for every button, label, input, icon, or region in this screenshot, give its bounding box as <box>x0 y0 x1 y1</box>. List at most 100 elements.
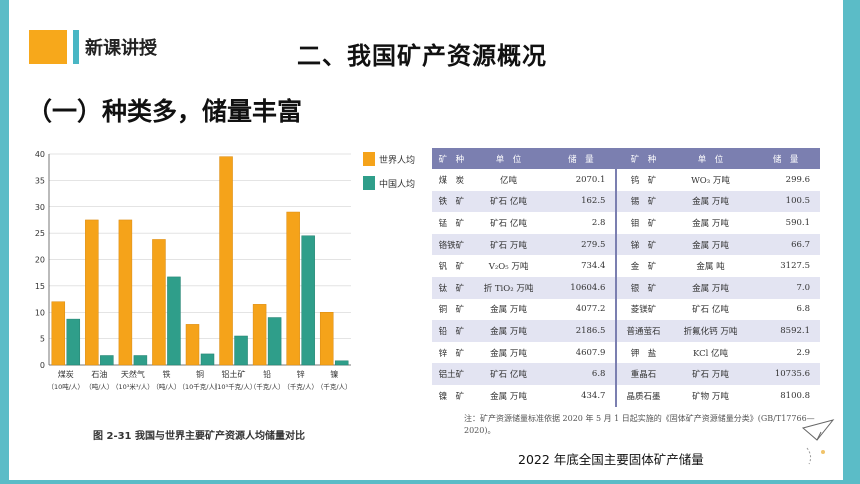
table-cell: WO₃ 万吨 <box>669 169 752 191</box>
table-cell: 2.9 <box>751 341 820 364</box>
world-bar <box>152 239 166 366</box>
col-header: 储 量 <box>751 148 820 169</box>
y-tick-label: 15 <box>35 282 45 291</box>
legend-world-swatch <box>363 152 375 166</box>
table-cell: 8592.1 <box>751 320 820 342</box>
table-cell: 晶质石墨 <box>615 384 670 407</box>
table-cell: 矿物 万吨 <box>669 384 752 407</box>
table-row: 钒 矿 V₂O₅ 万吨 734.4 金 矿金属 吨 3127.5 <box>432 255 820 277</box>
x-category-label: 铁 <box>162 369 170 379</box>
figure-caption: 图 2-31 我国与世界主要矿产资源人均储量对比 <box>93 431 305 442</box>
table-cell: V₂O₅ 万吨 <box>470 255 547 277</box>
table-note: 注：矿产资源储量标准依据 2020 年 5 月 1 日起实施的《固体矿产资源储量… <box>464 414 815 435</box>
page-subtitle: （一）种类多，储量丰富 <box>27 97 303 126</box>
x-category-unit: （千克/人） <box>250 382 285 391</box>
table-cell: 锡 矿 <box>615 190 670 213</box>
china-bar <box>267 317 282 366</box>
table-cell: 7.0 <box>751 276 820 299</box>
table-cell: 4077.2 <box>546 298 617 321</box>
table-cell: 金属 万吨 <box>669 276 752 299</box>
table-cell: 铅 矿 <box>432 320 471 342</box>
table-cell: 矿石 亿吨 <box>669 298 752 321</box>
table-cell: 普通萤石 <box>615 320 670 342</box>
table-cell: 66.7 <box>751 233 820 256</box>
table-cell: 金属 万吨 <box>470 384 547 407</box>
x-category-unit: （吨/人） <box>85 382 113 391</box>
table-cell: 矿石 亿吨 <box>470 190 547 213</box>
table-cell: 矿石 万吨 <box>669 363 752 385</box>
table-cell: 铁 矿 <box>432 190 471 213</box>
table-row: 煤 炭亿吨 2070.1 钨 矿 WO₃ 万吨 299.6 <box>432 169 820 191</box>
china-bar <box>234 335 248 366</box>
x-category-unit: （吨/人） <box>152 382 180 391</box>
table-row: 锌 矿金属 万吨 4607.9 钾 盐 KCl 亿吨 2.9 <box>432 341 820 364</box>
table-cell: 金属 万吨 <box>470 341 547 364</box>
table-cell: 6.8 <box>751 298 820 321</box>
table-cell: 钼 矿 <box>615 212 670 234</box>
col-header: 储 量 <box>546 148 617 169</box>
table-cell: 镍 矿 <box>432 384 471 407</box>
table-cell: 亿吨 <box>470 169 547 191</box>
col-header: 矿 种 <box>615 148 670 169</box>
table-row: 铅 矿金属 万吨 2186.5 普通萤石 折氟化钙 万吨 8592.1 <box>432 320 820 342</box>
table-cell: 10735.6 <box>751 363 820 385</box>
table-cell: 2186.5 <box>546 320 617 342</box>
table-cell: 金属 万吨 <box>470 320 547 342</box>
table-cell: 金属 万吨 <box>669 190 752 213</box>
y-tick-label: 40 <box>35 150 45 159</box>
col-header: 矿 种 <box>432 148 471 169</box>
x-category-unit: （千克/人） <box>283 382 318 391</box>
y-tick-label: 25 <box>35 229 45 238</box>
china-bar <box>301 235 315 366</box>
table-cell: 铝土矿 <box>432 363 471 385</box>
x-category-unit: （10千克/人） <box>179 382 222 391</box>
table-cell: 6.8 <box>546 363 617 385</box>
table-cell: 4607.9 <box>546 341 617 364</box>
world-bar <box>85 219 99 366</box>
y-tick-label: 10 <box>35 308 45 317</box>
y-tick-label: 0 <box>40 361 45 370</box>
x-category-label: 铜 <box>196 369 204 379</box>
table-cell: 279.5 <box>546 233 617 256</box>
y-tick-label: 20 <box>35 256 45 265</box>
table-cell: 3127.5 <box>751 255 820 277</box>
bar-chart-svg: 0 5 10 15 20 25 30 35 40 煤炭 （10吨/人） 石油 （吨/人） 天然气 （10³米… <box>35 150 415 391</box>
china-bar <box>334 360 349 366</box>
table-cell: 10604.6 <box>546 276 617 299</box>
table-cell: 锌 矿 <box>432 341 471 364</box>
table-row: 铜 矿金属 万吨 4077.2 菱镁矿 矿石 亿吨 6.8 <box>432 298 820 321</box>
world-bar <box>252 304 267 366</box>
china-bar <box>66 318 81 366</box>
tag-orange-block <box>29 30 67 64</box>
table-cell: 8100.8 <box>751 384 820 407</box>
paper-plane-decoration-icon <box>801 419 835 465</box>
table-row: 铝土矿 矿石 亿吨 6.8 重晶石 矿石 万吨 10735.6 <box>432 363 820 385</box>
table-cell: 162.5 <box>546 190 617 213</box>
slide: 新课讲授 二、我国矿产资源概况 （一）种类多，储量丰富 0 5 10 15 20 25 30… <box>9 0 843 480</box>
y-tick-label: 35 <box>35 176 45 185</box>
table-cell: 590.1 <box>751 212 820 234</box>
world-bar <box>219 156 233 366</box>
table-cell: 2.8 <box>546 212 617 234</box>
table-cell: 钒 矿 <box>432 255 471 277</box>
y-tick-label: 30 <box>35 203 45 212</box>
china-bar <box>200 353 215 366</box>
legend-china-swatch <box>363 176 375 190</box>
table-cell: 煤 炭 <box>432 169 471 191</box>
reserve-comparison-chart: 0 5 10 15 20 25 30 35 40 煤炭 （10吨/人） 石油 （吨/人） 天然气 （10³米… <box>21 146 421 446</box>
table-cell: 金属 万吨 <box>669 212 752 234</box>
x-category-label: 铅 <box>263 369 271 379</box>
table-cell: 钾 盐 <box>615 341 670 364</box>
x-category-unit: （10³米³/人） <box>112 382 154 391</box>
x-category-unit: （千克/人） <box>317 382 352 391</box>
table-caption: 2022 年底全国主要固体矿产储量 <box>518 452 704 467</box>
table-cell: 金属 吨 <box>669 255 752 277</box>
table-cell: 734.4 <box>546 255 617 277</box>
x-category-label: 铝土矿 <box>222 369 246 379</box>
table-cell: 金属 万吨 <box>470 298 547 321</box>
x-category-label: 石油 <box>91 369 107 379</box>
world-bar <box>319 312 334 366</box>
table-cell: 钨 矿 <box>615 169 670 191</box>
table-row: 锰 矿矿石 亿吨 2.8 钼 矿金属 万吨 590.1 <box>432 212 820 234</box>
section-tag: 新课讲授 <box>85 38 157 59</box>
